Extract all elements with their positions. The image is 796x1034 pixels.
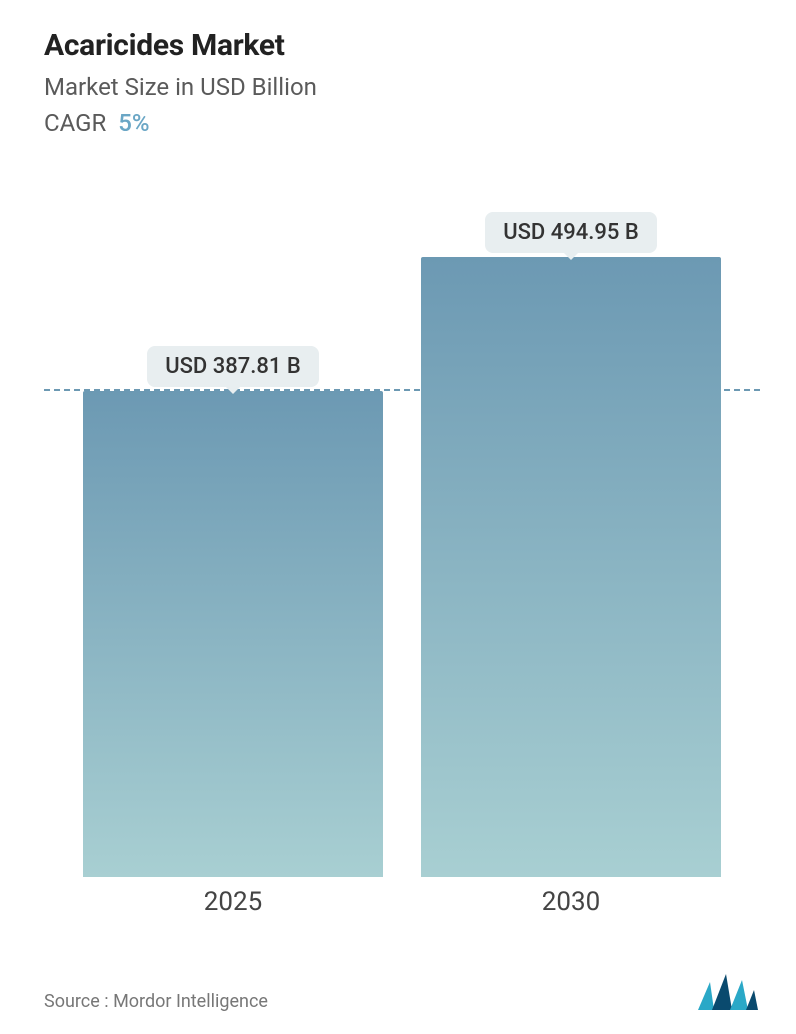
publisher-logo — [696, 972, 760, 1012]
x-axis-label: 2030 — [421, 887, 721, 917]
value-pill: USD 494.95 B — [485, 212, 657, 253]
chart-subtitle: Market Size in USD Billion — [44, 73, 760, 101]
bar — [421, 257, 721, 877]
footer: Source : Mordor Intelligence — [44, 972, 760, 1012]
cagr-row: CAGR 5% — [44, 109, 760, 137]
cagr-label: CAGR — [44, 109, 106, 137]
source-text: Source : Mordor Intelligence — [44, 991, 268, 1012]
market-chart-card: Acaricides Market Market Size in USD Bil… — [0, 0, 796, 1034]
bars-container: USD 387.81 B USD 494.95 B — [44, 157, 760, 877]
logo-icon — [696, 972, 760, 1012]
chart-area: USD 387.81 B USD 494.95 B 2025 2030 — [44, 157, 760, 917]
chart-title: Acaricides Market — [44, 28, 760, 63]
cagr-value: 5% — [118, 109, 149, 137]
x-axis-labels: 2025 2030 — [44, 887, 760, 917]
bar-column: USD 387.81 B — [83, 346, 383, 877]
bar — [83, 391, 383, 877]
value-pill: USD 387.81 B — [147, 346, 319, 387]
x-axis-label: 2025 — [83, 887, 383, 917]
bar-column: USD 494.95 B — [421, 212, 721, 877]
